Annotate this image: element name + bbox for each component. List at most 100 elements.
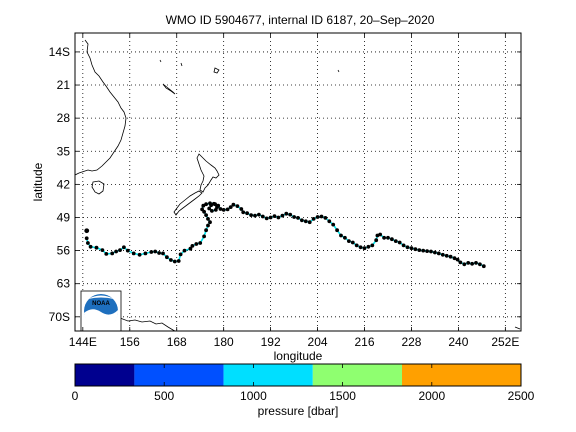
- x-tick-label: 144E: [69, 335, 97, 349]
- map-background: [75, 33, 521, 331]
- nz-south-island-coastline: [173, 190, 203, 216]
- profile-point: [213, 208, 218, 212]
- profile-point: [216, 203, 221, 208]
- profile-point: [327, 219, 332, 224]
- y-tick-label: 49: [57, 210, 71, 224]
- profile-point: [239, 207, 244, 211]
- colorbar-tick-label: 0: [72, 389, 79, 403]
- profile-point: [225, 207, 230, 212]
- small-islands: [159, 59, 340, 74]
- profile-point: [296, 216, 300, 220]
- profile-point: [161, 251, 165, 256]
- figure-title: WMO ID 5904677, internal ID 6187, 20–Sep…: [166, 13, 435, 27]
- profile-point: [149, 250, 154, 254]
- profile-point: [210, 209, 214, 213]
- colorbar-tick-label: 1000: [240, 389, 267, 403]
- x-tick-label: 156: [120, 335, 140, 349]
- x-tick-label: 216: [354, 335, 374, 349]
- profile-point: [272, 214, 277, 219]
- profile-point: [481, 264, 486, 269]
- profile-point: [188, 246, 193, 251]
- profile-point: [393, 239, 398, 244]
- x-tick-label: 168: [167, 335, 187, 349]
- profile-point: [335, 228, 339, 233]
- profile-point: [245, 211, 250, 216]
- profile-point: [401, 243, 406, 248]
- float-trajectory: [84, 201, 486, 269]
- x-axis-ticks: 144E 156 168 180 192 204 216 228 240 252E: [69, 33, 519, 349]
- profile-point: [382, 235, 386, 240]
- profile-point: [194, 242, 199, 246]
- antarctica-fragment: [514, 326, 521, 330]
- map-gridlines: [75, 33, 521, 331]
- profile-point: [292, 215, 296, 219]
- profile-point: [319, 214, 324, 219]
- profile-point: [347, 239, 351, 244]
- profile-point: [455, 257, 460, 262]
- profile-point: [209, 203, 214, 208]
- profile-point: [458, 260, 463, 265]
- profile-point: [280, 213, 285, 218]
- profile-point: [249, 213, 254, 218]
- profile-point: [198, 241, 203, 245]
- profile-point: [221, 208, 226, 212]
- profile-point: [110, 251, 115, 256]
- profile-point: [300, 218, 304, 223]
- profile-point: [200, 207, 205, 212]
- colorbar-border: [74, 363, 522, 387]
- colorbar-segment: [75, 364, 135, 386]
- y-tick-label: 21: [57, 78, 71, 92]
- australia-coastline: [74, 39, 127, 176]
- profile-point: [257, 212, 261, 217]
- antarctica-coastline: [119, 317, 176, 332]
- profile-point: [118, 248, 122, 253]
- y-axis-label: latitude: [31, 162, 45, 201]
- profile-point: [182, 248, 187, 253]
- colorbar-tick-label: 1500: [329, 389, 356, 403]
- colorbar-tick-label: 2000: [418, 389, 445, 403]
- profile-point: [343, 235, 347, 240]
- colorbar-segment: [312, 364, 403, 386]
- profile-point: [206, 217, 210, 221]
- profile-point: [288, 212, 293, 217]
- y-tick-label: 56: [57, 244, 71, 258]
- profile-point: [231, 202, 236, 207]
- profile-point: [466, 261, 471, 265]
- profile-point: [172, 259, 177, 264]
- profile-point: [386, 235, 390, 240]
- coastlines: [74, 39, 521, 332]
- profile-point: [413, 247, 418, 252]
- x-tick-label: 192: [261, 335, 281, 349]
- colorbar-segment: [223, 364, 313, 386]
- profile-point: [276, 215, 281, 220]
- profile-point: [440, 252, 445, 257]
- profile-point: [433, 250, 437, 255]
- profile-point: [397, 240, 402, 245]
- profile-point: [153, 249, 158, 254]
- profile-point: [354, 243, 359, 248]
- x-axis-label: longitude: [274, 349, 323, 363]
- y-axis-ticks: 14S 21 28 35 42 49 56 63 70S: [49, 45, 521, 324]
- profile-point: [323, 216, 328, 220]
- profile-point: [303, 219, 308, 224]
- profile-point: [260, 214, 265, 219]
- colorbar-ticks: 0 500 1000 1500 2000 2500: [72, 364, 535, 403]
- profile-point: [88, 244, 93, 249]
- profile-point: [374, 238, 379, 243]
- logo-text: NOAA: [92, 301, 110, 307]
- y-tick-label: 14S: [49, 45, 70, 59]
- profile-point: [204, 213, 209, 218]
- y-tick-label: 35: [57, 144, 71, 158]
- profile-point: [94, 245, 99, 250]
- trajectory-line: [85, 202, 485, 267]
- colorbar-tick-label: 500: [154, 389, 174, 403]
- colorbar-segment: [134, 364, 224, 386]
- profile-point: [228, 205, 233, 210]
- profile-point: [429, 249, 433, 254]
- profile-point: [235, 204, 240, 209]
- profile-point: [207, 206, 212, 211]
- profile-point: [241, 210, 246, 215]
- profile-point: [202, 234, 207, 239]
- profile-point: [370, 243, 375, 248]
- profile-point: [84, 236, 89, 241]
